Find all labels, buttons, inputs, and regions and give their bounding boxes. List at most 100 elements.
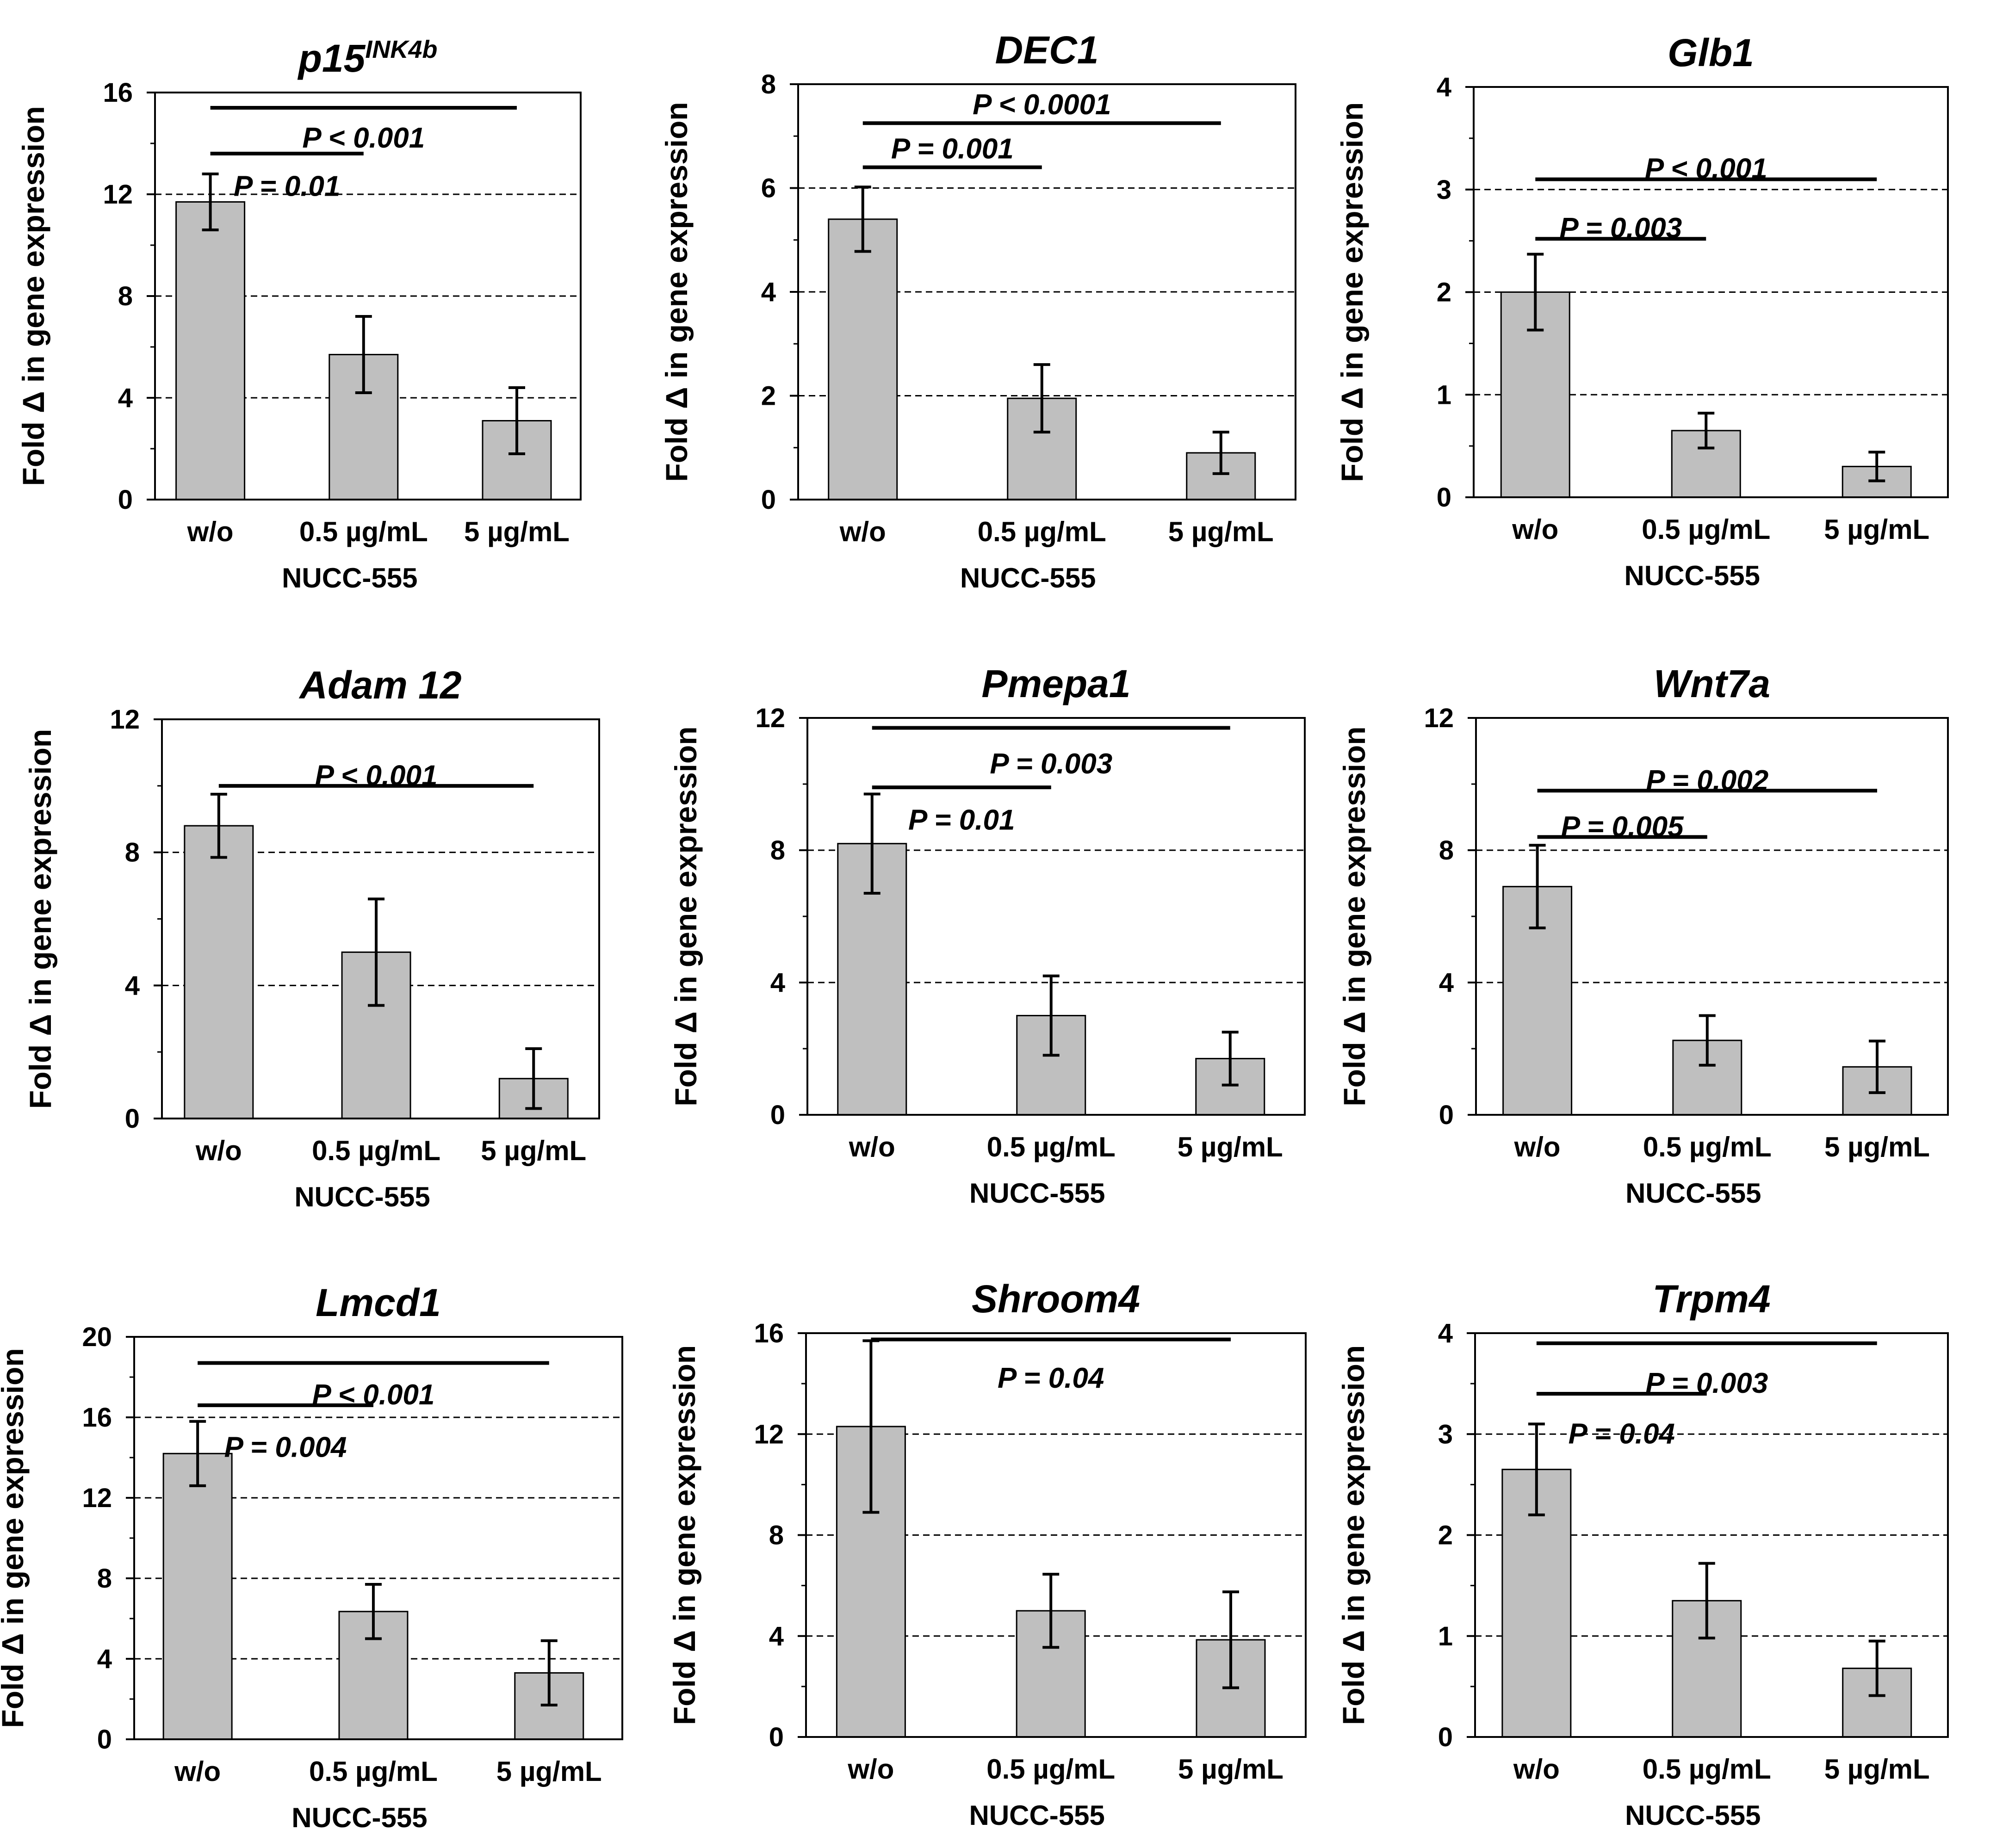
x-tick-label: w/o xyxy=(849,1131,895,1162)
chart-title: DEC1 xyxy=(995,28,1098,72)
x-tick-label: w/o xyxy=(839,516,886,547)
chart-panel-1: 0 4 8 12 16 w/o 0.5 µg/mL 5 µg/mL P < 0.001 P = 0… xyxy=(16,36,582,593)
p-value-label: P = 0.002 xyxy=(1646,765,1768,797)
p-value-label: P = 0.005 xyxy=(1561,811,1684,843)
bar xyxy=(184,825,254,1119)
p-value-label: P < 0.001 xyxy=(302,122,425,154)
chart-title: Wnt7a xyxy=(1654,662,1770,705)
chart-panel-5: 0 4 8 12 w/o 0.5 µg/mL 5 µg/mL P = 0.003 P = 0.0… xyxy=(669,662,1306,1209)
y-tick-label: 2 xyxy=(761,381,776,411)
p-value-label: P = 0.01 xyxy=(234,171,340,203)
y-tick-label: 0 xyxy=(118,485,133,515)
plot-frame xyxy=(1475,717,1949,1116)
p-value-label: P = 0.04 xyxy=(998,1362,1104,1394)
y-tick-label: 12 xyxy=(754,1419,784,1449)
y-tick-label: 16 xyxy=(103,78,133,108)
y-tick-label: 0 xyxy=(770,1100,785,1130)
y-tick-label: 12 xyxy=(755,703,785,733)
p-value-label: P < 0.0001 xyxy=(973,89,1111,121)
y-tick-label: 4 xyxy=(125,970,140,1001)
x-tick-label: 0.5 µg/mL xyxy=(299,516,428,547)
chart-title-main: Adam 12 xyxy=(298,663,461,707)
chart-title-superscript: INK4b xyxy=(365,36,437,63)
x-tick-label: w/o xyxy=(174,1756,221,1787)
y-tick-label: 4 xyxy=(118,383,133,413)
x-tick-label: 0.5 µg/mL xyxy=(1643,1131,1772,1162)
y-tick-label: 0 xyxy=(125,1104,140,1134)
y-tick-label: 12 xyxy=(1424,703,1454,733)
p-value-label: P = 0.01 xyxy=(908,804,1015,836)
y-tick-label: 12 xyxy=(82,1483,112,1513)
y-tick-label: 8 xyxy=(118,281,133,311)
y-axis-label: Fold Δ in gene expression xyxy=(0,1348,30,1728)
y-tick-label: 0 xyxy=(97,1724,112,1755)
x-tick-label: 0.5 µg/mL xyxy=(986,1754,1115,1785)
y-axis-label: Fold Δ in gene expression xyxy=(23,729,57,1109)
y-tick-label: 8 xyxy=(761,69,776,99)
x-tick-label: 5 µg/mL xyxy=(1824,1754,1930,1785)
y-tick-label: 12 xyxy=(103,179,133,210)
p-value-label: P < 0.001 xyxy=(315,760,438,791)
x-tick-label: w/o xyxy=(187,516,234,547)
x-tick-label: w/o xyxy=(195,1135,242,1166)
x-tick-label: 0.5 µg/mL xyxy=(1642,514,1770,545)
p-value-label: P = 0.04 xyxy=(1569,1418,1675,1450)
x-tick-label: w/o xyxy=(1514,1131,1561,1162)
chart-title: Trpm4 xyxy=(1652,1277,1770,1321)
y-tick-label: 3 xyxy=(1437,175,1451,205)
x-tick-label: 5 µg/mL xyxy=(1168,516,1274,547)
y-axis-label: Fold Δ in gene expression xyxy=(1335,102,1369,482)
chart-title-main: Wnt7a xyxy=(1654,662,1770,705)
chart-title-main: Trpm4 xyxy=(1652,1277,1770,1321)
y-tick-label: 4 xyxy=(97,1644,112,1674)
x-tick-label: 5 µg/mL xyxy=(464,516,570,547)
x-axis-label: NUCC-555 xyxy=(969,1800,1104,1831)
y-tick-label: 2 xyxy=(1438,1520,1453,1551)
y-tick-label: 0 xyxy=(769,1722,784,1752)
chart-title-main: Lmcd1 xyxy=(316,1281,441,1324)
bar xyxy=(162,1452,233,1740)
chart-title: Pmepa1 xyxy=(981,662,1130,705)
y-axis-label: Fold Δ in gene expression xyxy=(16,106,50,486)
plot-frame xyxy=(797,83,1296,501)
y-tick-label: 0 xyxy=(761,485,776,515)
y-axis-label: Fold Δ in gene expression xyxy=(669,726,703,1106)
plot-frame xyxy=(805,1332,1307,1738)
x-tick-label: w/o xyxy=(1512,514,1558,545)
x-axis-label: NUCC-555 xyxy=(1625,1178,1761,1209)
chart-title: Lmcd1 xyxy=(316,1281,441,1324)
x-axis-label: NUCC-555 xyxy=(291,1802,427,1833)
chart-panel-3: 0 1 2 3 4 w/o 0.5 µg/mL 5 µg/mL P < 0.001 P = 0.0… xyxy=(1335,31,1949,591)
y-tick-label: 6 xyxy=(761,173,776,204)
y-tick-label: 4 xyxy=(769,1621,784,1651)
x-axis-label: NUCC-555 xyxy=(1625,1800,1761,1831)
chart-panel-8: 0 4 8 12 16 w/o 0.5 µg/mL 5 µg/mL P = 0.04 Shroom… xyxy=(667,1277,1307,1831)
y-tick-label: 4 xyxy=(770,968,785,998)
p-value-label: P = 0.003 xyxy=(990,748,1112,780)
x-axis-label: NUCC-555 xyxy=(960,562,1096,593)
y-axis-label: Fold Δ in gene expression xyxy=(1336,1345,1370,1725)
y-tick-label: 20 xyxy=(82,1322,112,1352)
x-axis-label: NUCC-555 xyxy=(969,1178,1105,1209)
x-tick-label: 5 µg/mL xyxy=(1824,514,1929,545)
x-axis-label: NUCC-555 xyxy=(282,562,417,593)
y-tick-label: 2 xyxy=(1437,278,1451,308)
y-tick-label: 4 xyxy=(761,277,776,307)
y-tick-label: 1 xyxy=(1437,380,1451,410)
y-tick-label: 16 xyxy=(754,1318,784,1348)
x-tick-label: 0.5 µg/mL xyxy=(309,1756,438,1787)
x-axis-label: NUCC-555 xyxy=(1625,560,1760,591)
x-tick-label: 0.5 µg/mL xyxy=(987,1131,1116,1162)
x-tick-label: 0.5 µg/mL xyxy=(978,516,1106,547)
plot-frame xyxy=(161,718,600,1119)
p-value-label: P < 0.001 xyxy=(1645,153,1767,185)
y-tick-label: 4 xyxy=(1437,72,1451,102)
chart-title-main: Shroom4 xyxy=(972,1277,1140,1321)
y-tick-label: 0 xyxy=(1437,482,1451,513)
chart-title-main: p15 xyxy=(298,37,366,80)
y-tick-label: 3 xyxy=(1438,1419,1453,1449)
x-tick-label: 5 µg/mL xyxy=(1824,1131,1930,1162)
x-tick-label: 5 µg/mL xyxy=(1178,1131,1283,1162)
